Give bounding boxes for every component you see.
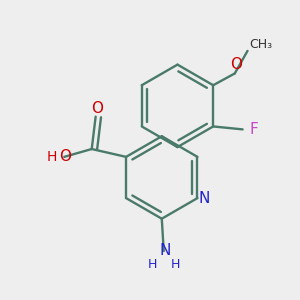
Text: CH₃: CH₃ [250, 38, 273, 52]
Text: O: O [59, 149, 71, 164]
Text: H: H [46, 150, 57, 164]
Text: H: H [171, 258, 180, 271]
Text: H: H [147, 258, 157, 271]
Text: N: N [159, 243, 170, 258]
Text: N: N [199, 190, 210, 206]
Text: O: O [230, 57, 242, 72]
Text: O: O [91, 101, 103, 116]
Text: F: F [249, 122, 258, 137]
